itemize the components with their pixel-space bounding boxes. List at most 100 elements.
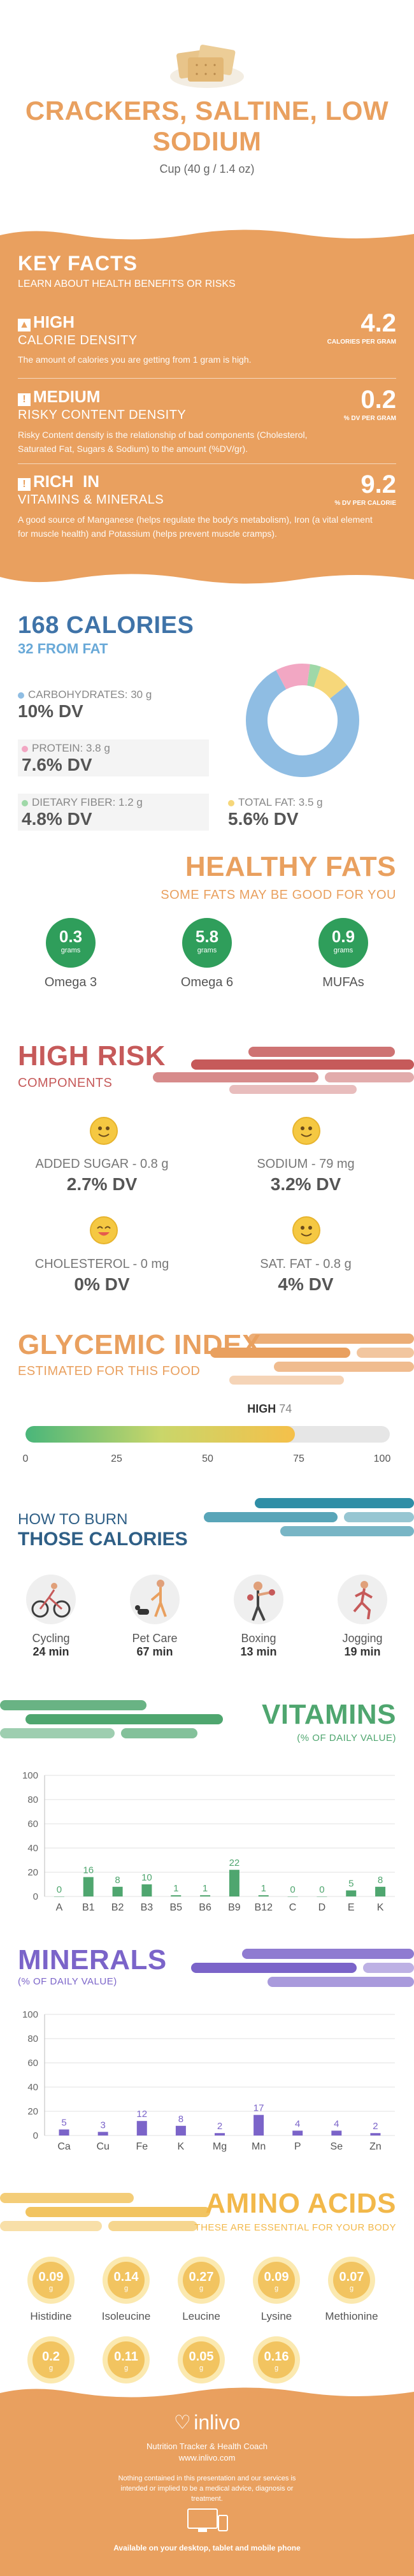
mufas-circle: 0.9 grams — [318, 918, 368, 968]
bar-P — [292, 2130, 303, 2136]
omega3-label: Omega 3 — [44, 975, 97, 989]
x-tick-label: Ca — [57, 2141, 71, 2152]
y-tick-label: 60 — [27, 1819, 38, 1830]
sodium-dv: 3.2% DV — [270, 1174, 341, 1194]
bar-C — [287, 1896, 298, 1897]
x-tick-label: B12 — [255, 1902, 273, 1913]
bar-A — [54, 1896, 64, 1897]
x-tick-label: D — [318, 1902, 326, 1913]
bar-value-label: 1 — [203, 1883, 208, 1894]
glycemic-bar — [25, 1426, 390, 1443]
bar-Se — [331, 2130, 342, 2136]
divider — [18, 378, 396, 379]
omega6-circle: 5.8 grams — [182, 918, 232, 968]
footer-url[interactable]: www.inlivo.com — [178, 2453, 236, 2463]
healthy-fats-title: HEALTHY FATS — [185, 851, 396, 882]
bar-Fe — [136, 2121, 147, 2136]
donut-slice-dietary-fiber — [306, 664, 321, 688]
amino-histidine: 0.09 g Histidine — [13, 2257, 89, 2323]
x-tick-label: Mn — [252, 2141, 266, 2152]
flame-icon: ▲ — [18, 318, 31, 331]
activity-boxing: Boxing 13 min — [220, 1575, 297, 1659]
burn-title-line1: HOW TO BURN — [18, 1511, 128, 1528]
x-tick-label: A — [56, 1902, 63, 1913]
amino-circle: 0.27 g — [178, 2257, 225, 2304]
healthy-fats-subtitle: SOME FATS MAY BE GOOD FOR YOU — [161, 888, 396, 902]
dog-walking-icon — [130, 1575, 180, 1624]
bar-Mn — [253, 2114, 264, 2136]
macro-dietary-fiber: DIETARY FIBER: 1.2 g 4.8% DV — [18, 794, 209, 831]
vitamins-minerals-label: VITAMINS & MINERALS — [18, 493, 164, 507]
bar-value-label: 0 — [290, 1884, 295, 1895]
amino-circle: 0.07 g — [328, 2257, 375, 2304]
x-tick-label: E — [348, 1902, 355, 1913]
omega3-circle: 0.3 grams — [46, 918, 96, 968]
y-tick-label: 80 — [27, 1794, 38, 1805]
amino-subtitle: THESE ARE ESSENTIAL FOR YOUR BODY — [194, 2222, 396, 2233]
bar-Cu — [97, 2132, 108, 2136]
vitamins-minerals-heading: ! RICH IN — [18, 472, 99, 491]
bar-B3 — [141, 1884, 152, 1896]
bar-value-label: 8 — [378, 1875, 383, 1886]
decorative-bars — [204, 1498, 414, 1536]
warning-icon: ! — [18, 393, 31, 406]
bar-B12 — [258, 1895, 269, 1896]
vitamins-bar-chart: 0204060801000A16B18B210B31B51B622B91B120… — [22, 1770, 395, 1913]
x-tick-label: Se — [331, 2141, 343, 2152]
footer-tagline: Nutrition Tracker & Health Coach — [146, 2441, 268, 2451]
donut-slice-protein — [276, 664, 310, 690]
minerals-title: MINERALS — [18, 1944, 167, 1976]
bar-value-label: 3 — [100, 2120, 105, 2130]
sat-fat-label: SAT. FAT - 0.8 g — [260, 1257, 352, 1271]
amino-circle: 0.11 g — [103, 2336, 150, 2383]
bar-value-label: 10 — [141, 1872, 152, 1883]
smiley-icon — [292, 1117, 320, 1145]
bar-value-label: 1 — [173, 1883, 178, 1894]
dot-icon — [18, 692, 24, 699]
amino-isoleucine: 0.14 g Isoleucine — [88, 2257, 164, 2323]
x-tick-label: B6 — [199, 1902, 211, 1913]
smiley-icon — [292, 1216, 320, 1244]
x-tick-label: K — [178, 2141, 185, 2152]
bar-B9 — [229, 1870, 239, 1896]
bar-value-label: 0 — [57, 1884, 62, 1895]
y-tick-label: 0 — [33, 2130, 38, 2141]
omega6-label: Omega 6 — [180, 975, 234, 989]
glycemic-bar-fill — [25, 1426, 296, 1443]
calorie-density-label: CALORIE DENSITY — [18, 333, 138, 347]
risky-content-desc: Risky Content density is the relationshi… — [18, 430, 308, 454]
bar-Mg — [215, 2133, 225, 2136]
y-tick-label: 100 — [22, 2009, 38, 2020]
glycemic-tick: 75 — [293, 1453, 304, 1464]
bar-B1 — [83, 1877, 94, 1896]
glycemic-level: HIGH 74 — [247, 1402, 292, 1415]
x-tick-label: B1 — [82, 1902, 95, 1913]
mufas-label: MUFAs — [322, 975, 364, 989]
bar-value-label: 0 — [319, 1884, 324, 1895]
devices-icon — [182, 2505, 232, 2537]
amino-lysine: 0.09 g Lysine — [238, 2257, 315, 2323]
cholesterol-dv: 0% DV — [74, 1274, 130, 1294]
added-sugar-dv: 2.7% DV — [66, 1174, 138, 1194]
smiley-icon — [90, 1117, 118, 1145]
amino-methionine: 0.07 g Methionine — [313, 2257, 390, 2323]
y-tick-label: 20 — [27, 2106, 38, 2117]
key-facts-subtitle: LEARN ABOUT HEALTH BENEFITS OR RISKS — [18, 279, 236, 289]
bar-value-label: 12 — [136, 2109, 147, 2120]
bar-Ca — [59, 2129, 69, 2136]
dot-icon — [228, 799, 234, 806]
amino-circle: 0.05 g — [178, 2336, 225, 2383]
decorative-bars — [191, 1949, 414, 1987]
boxing-icon — [234, 1575, 283, 1624]
calorie-density-desc: The amount of calories you are getting f… — [18, 354, 252, 365]
risky-content-unit: % DV PER GRAM — [343, 415, 396, 422]
y-tick-label: 60 — [27, 2058, 38, 2069]
donut-slice-carbohydrates — [246, 670, 359, 777]
wave-divider — [0, 574, 414, 590]
amino-circle: 0.16 g — [253, 2336, 300, 2383]
bar-B6 — [200, 1895, 211, 1896]
decorative-bars — [153, 1047, 414, 1094]
risky-content-label: RISKY CONTENT DENSITY — [18, 408, 187, 422]
x-tick-label: Cu — [96, 2141, 109, 2152]
bar-E — [346, 1890, 357, 1896]
